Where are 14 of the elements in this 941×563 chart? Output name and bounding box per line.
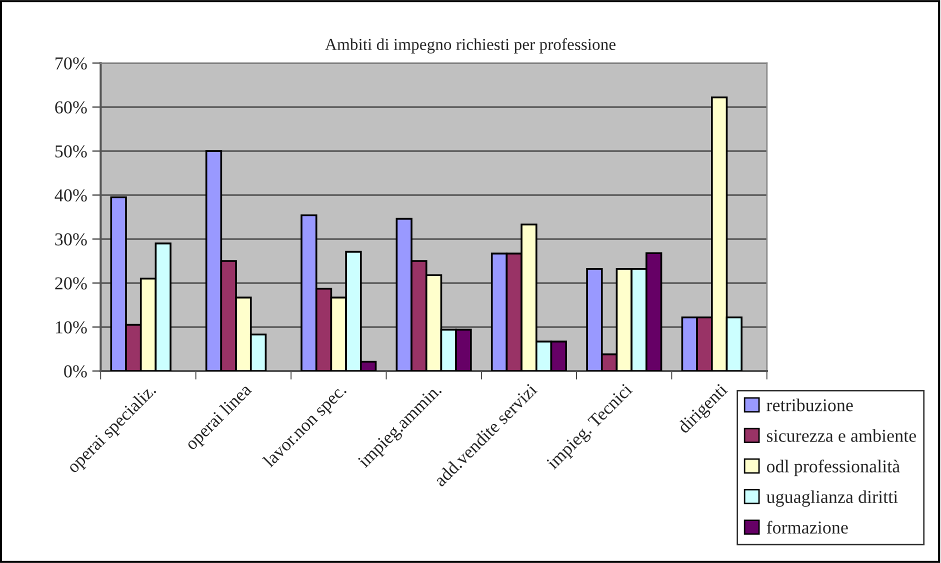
legend-label: odl professionalità	[766, 460, 900, 476]
y-tick-label: 50%	[55, 145, 87, 158]
y-tick-label: 20%	[55, 277, 87, 290]
legend-label: formazione	[766, 520, 848, 534]
legend-label: uguaglianza diritti	[766, 490, 898, 507]
chart-title: Ambiti di impegno richiesti per professione	[325, 38, 616, 54]
legend-label: retribuzione	[766, 398, 853, 412]
y-tick-label: 70%	[56, 57, 87, 70]
legend-label: sicurezza e ambiente	[766, 429, 916, 442]
y-tick-label: 0%	[64, 365, 87, 378]
y-tick-label: 40%	[54, 189, 87, 202]
y-tick-label: 10%	[56, 321, 87, 334]
y-tick-label: 60%	[55, 101, 87, 114]
y-tick-label: 30%	[55, 233, 87, 246]
